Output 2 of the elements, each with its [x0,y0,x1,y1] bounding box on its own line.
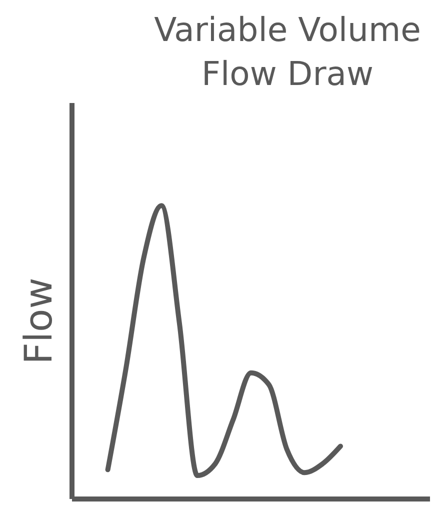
y-axis-title: Flow [16,278,60,364]
chart-title: Variable Volume Flow Draw [153,9,422,95]
